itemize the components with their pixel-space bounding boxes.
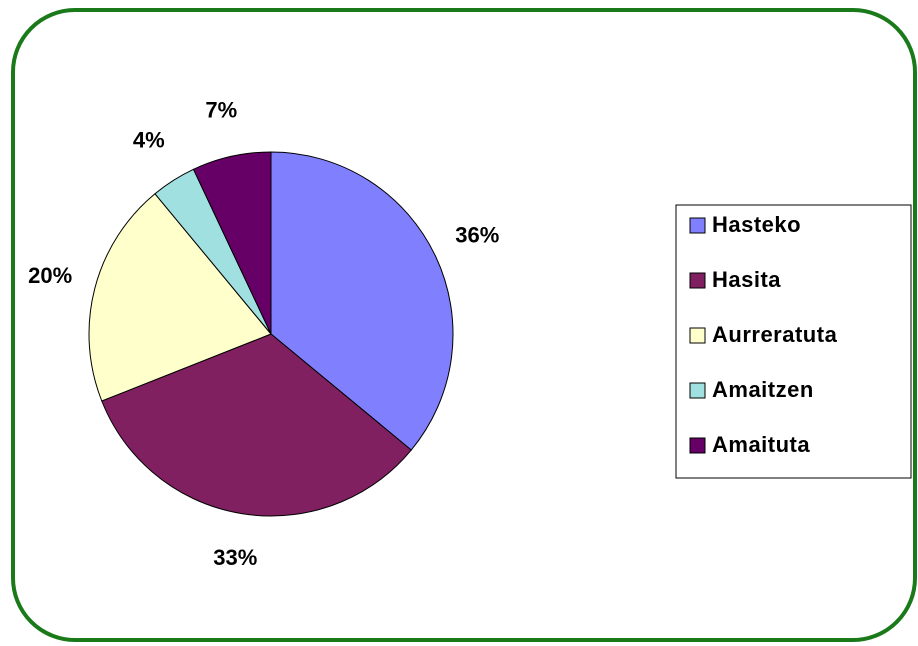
legend-swatch — [689, 382, 706, 399]
pie-slice — [88, 193, 272, 402]
data-label: 36% — [455, 223, 499, 248]
legend-label: Aurreratuta — [712, 322, 838, 347]
legend-label: Hasita — [712, 267, 781, 292]
data-label: 33% — [213, 545, 257, 570]
legend-label: Amaituta — [712, 432, 810, 457]
data-label: 4% — [133, 127, 165, 152]
legend-box — [675, 204, 912, 479]
data-label: 7% — [205, 97, 237, 122]
pie-slice — [101, 333, 412, 517]
pie-slice — [270, 151, 454, 451]
pie-slice — [192, 151, 272, 335]
legend-swatch — [689, 437, 706, 454]
legend-swatch — [689, 272, 706, 289]
data-label: 20% — [28, 263, 72, 288]
legend-label: Amaitzen — [712, 377, 814, 402]
legend-label: Hasteko — [712, 212, 801, 237]
legend-swatch — [689, 217, 706, 234]
legend-swatch — [689, 327, 706, 344]
